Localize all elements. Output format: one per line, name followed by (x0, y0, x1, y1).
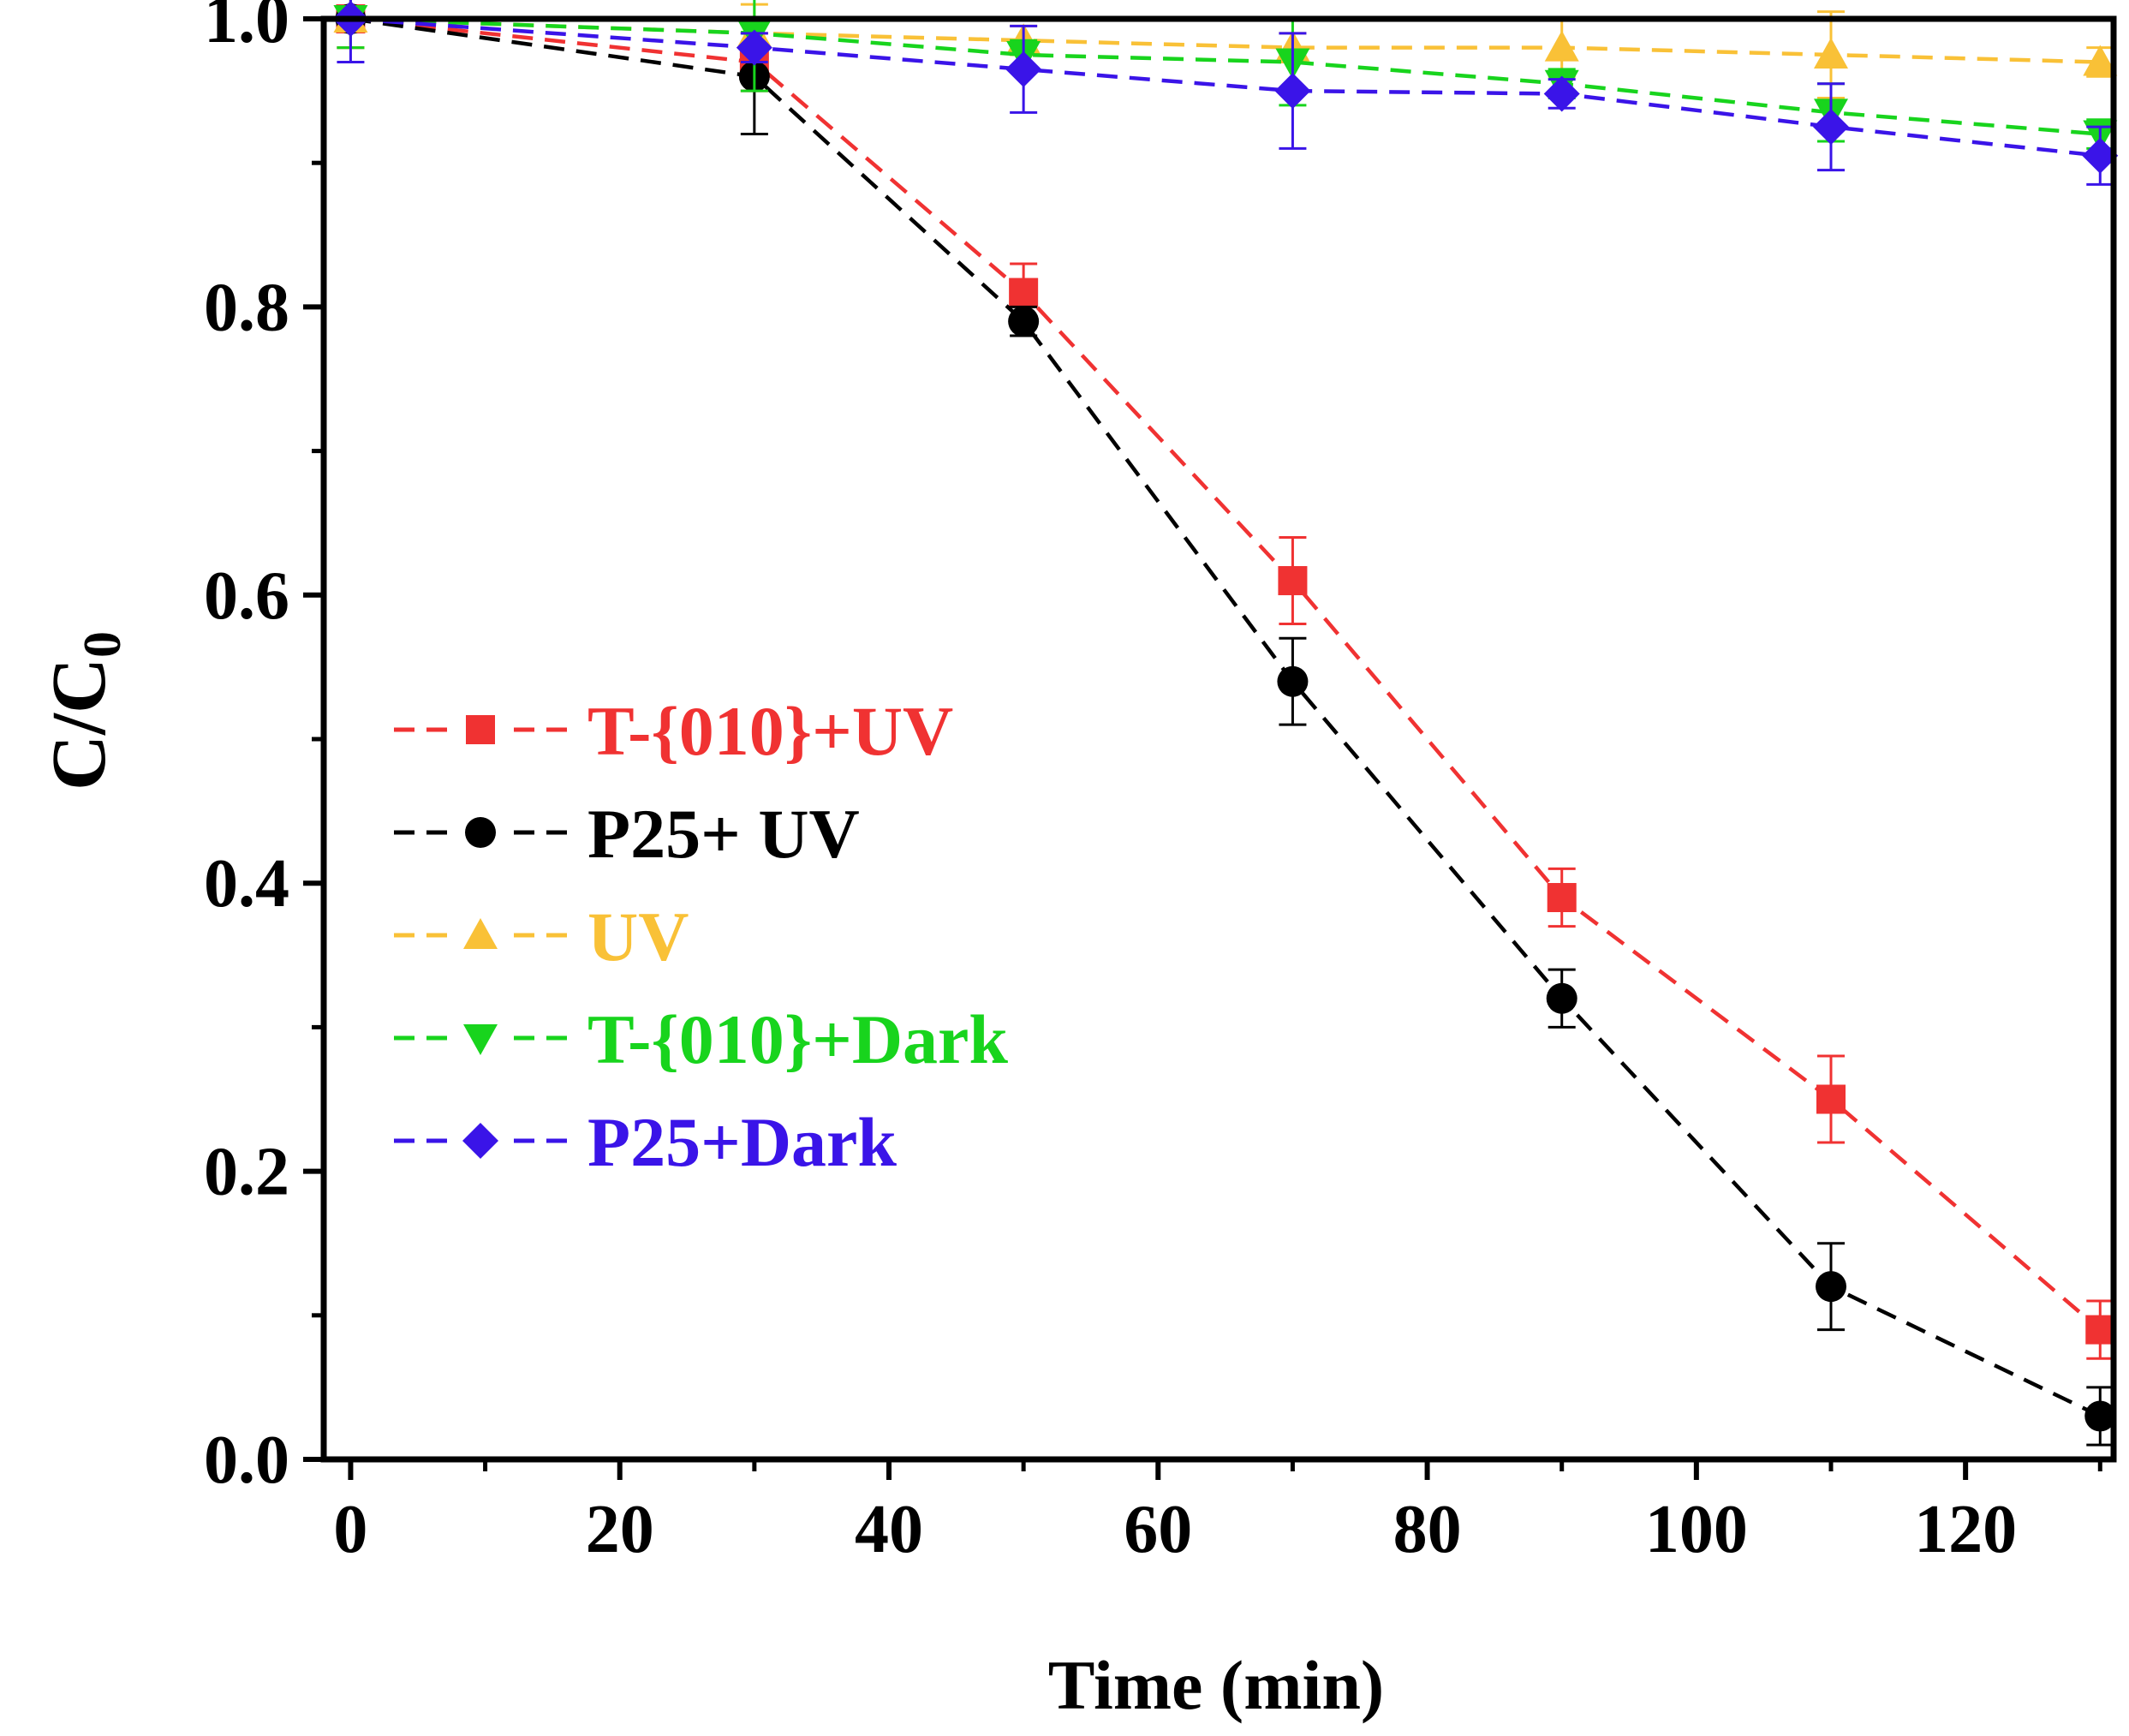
legend-marker (465, 817, 496, 848)
data-point (2083, 45, 2118, 76)
data-point (1277, 665, 1309, 697)
legend-label: UV (587, 898, 689, 975)
x-tick-label: 20 (586, 1492, 654, 1567)
legend-label: P25+Dark (587, 1103, 897, 1181)
series-5 (332, 0, 2119, 186)
legend-entry-3: UV (394, 898, 689, 975)
x-axis-label: Time (min) (1048, 1646, 1385, 1724)
series-3 (333, 0, 2118, 100)
data-point (2082, 137, 2119, 174)
y-tick-label: 1.0 (204, 0, 289, 57)
x-tick-label: 120 (1914, 1492, 2017, 1567)
legend-label: T-{010}+UV (587, 692, 953, 770)
y-axis-label: C/C0 (37, 631, 132, 790)
data-point (2085, 1315, 2115, 1345)
data-point (1813, 109, 1849, 146)
legend-label: T-{010}+Dark (587, 1000, 1008, 1078)
legend-entry-2: P25+ UV (394, 795, 860, 873)
legend-marker (463, 918, 498, 949)
data-point (1009, 277, 1039, 307)
y-tick-label: 0.2 (204, 1135, 289, 1210)
y-tick-label: 0.4 (204, 846, 289, 922)
y-tick-label: 0.8 (204, 270, 289, 345)
data-point (1005, 51, 1042, 87)
data-point (1547, 883, 1577, 913)
data-point (1544, 30, 1579, 62)
x-tick-label: 80 (1393, 1492, 1462, 1567)
data-point (2084, 1400, 2116, 1432)
data-point (1278, 565, 1308, 595)
x-tick-label: 40 (855, 1492, 923, 1567)
x-tick-label: 0 (333, 1492, 367, 1567)
data-point (1816, 1084, 1846, 1114)
legend: T-{010}+UV P25+ UV UV T-{010}+Dark P25+Dark (394, 692, 1008, 1181)
legend-marker (466, 715, 495, 744)
data-point (1814, 38, 1848, 69)
y-axis-label-subscript: 0 (74, 631, 132, 658)
data-point (736, 29, 772, 66)
data-point (1546, 982, 1577, 1014)
legend-marker (462, 1123, 498, 1159)
legend-entry-4: T-{010}+Dark (394, 1000, 1008, 1078)
y-tick-label: 0.0 (204, 1423, 289, 1498)
data-point (1008, 306, 1040, 337)
data-point (1816, 1271, 1846, 1303)
x-tick-label: 60 (1124, 1492, 1192, 1567)
legend-entry-1: T-{010}+UV (394, 692, 953, 770)
y-axis-label-main: C/C (37, 658, 122, 790)
legend-label: P25+ UV (587, 795, 860, 873)
data-point (1274, 73, 1311, 110)
legend-marker (463, 1024, 498, 1055)
legend-entry-5: P25+Dark (394, 1103, 897, 1181)
axis-ticks: 0 20 40 60 80 100 120 0.0 0.2 0.4 0.6 0.8 1.0 (204, 0, 2102, 1567)
data-point (1543, 75, 1580, 112)
y-tick-label: 0.6 (204, 558, 289, 634)
x-tick-label: 100 (1645, 1492, 1748, 1567)
